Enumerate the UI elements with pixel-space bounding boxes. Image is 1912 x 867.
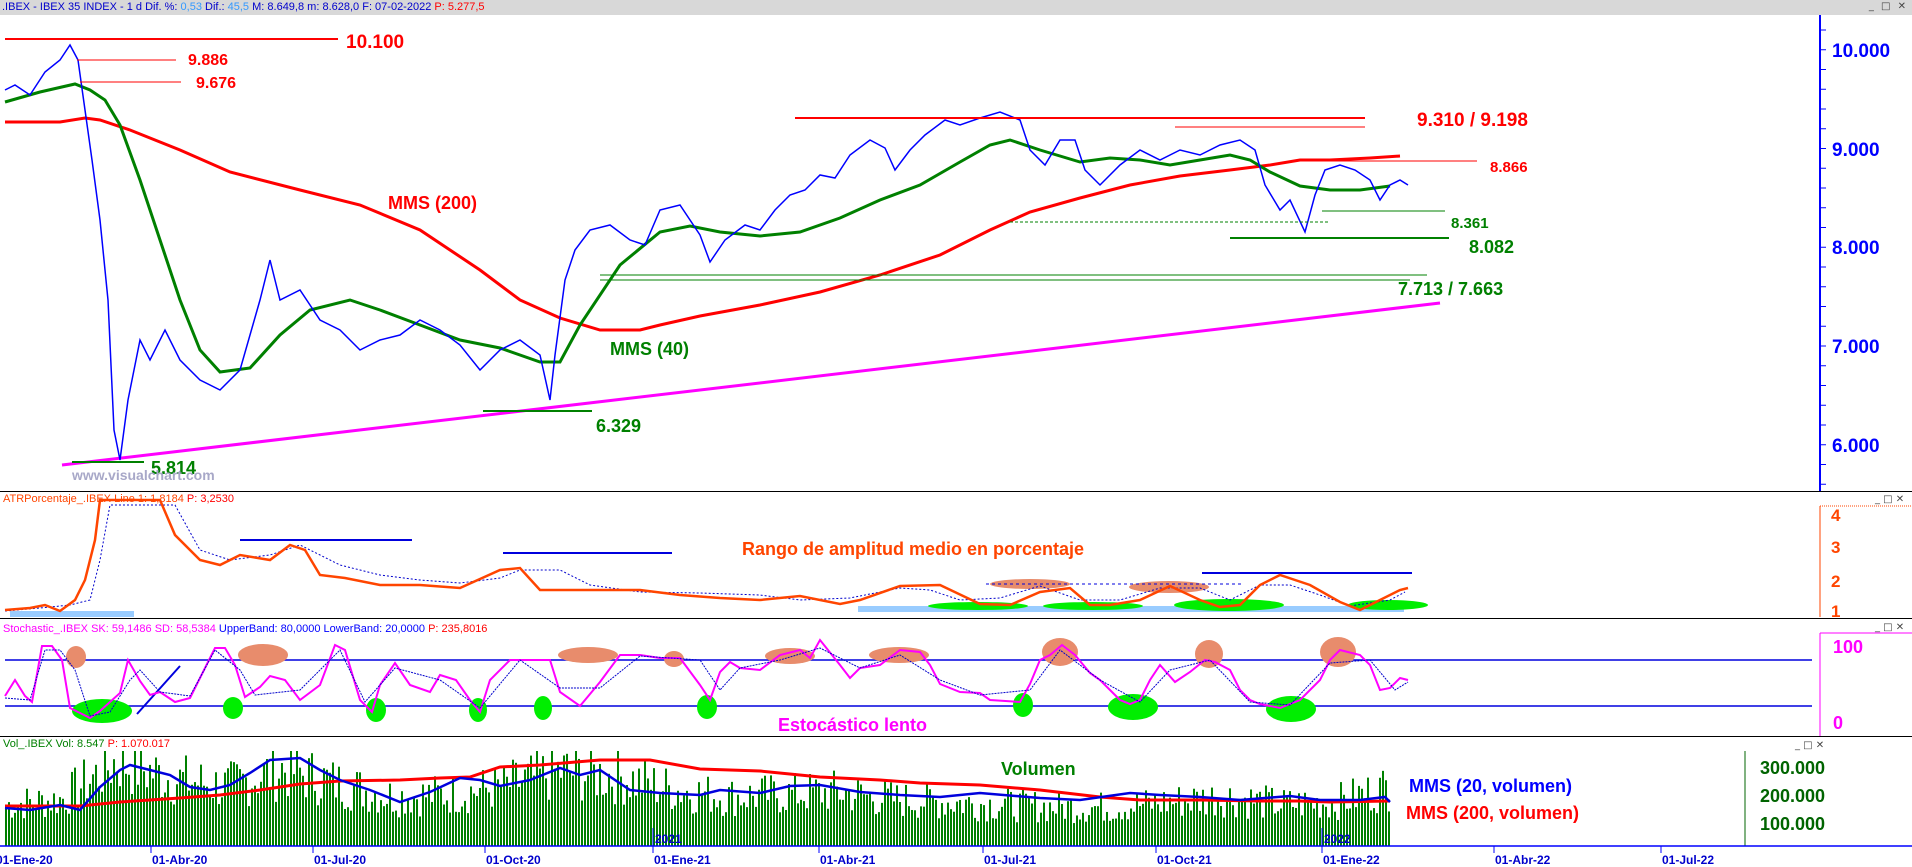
stochastic-panel: Estocástico lento Stochastic_.IBEX SK: 5… bbox=[3, 622, 1912, 736]
y-tick-label: 6.000 bbox=[1832, 436, 1880, 457]
atr-tick: 3 bbox=[1831, 538, 1840, 557]
x-tick-label: 01-Ene-20 bbox=[0, 853, 53, 867]
y-tick-label: 7.000 bbox=[1832, 337, 1880, 358]
x-tick-label: 01-Abr-21 bbox=[820, 853, 876, 867]
y-tick-label: 10.000 bbox=[1832, 41, 1890, 62]
vol-tick: 300.000 bbox=[1760, 758, 1825, 778]
vol-legend: Vol_.IBEX Vol: 8.547 P: 1.070.017 bbox=[3, 738, 170, 750]
chart-header-bar: .IBEX - IBEX 35 INDEX - 1 d Dif. %: 0,53… bbox=[0, 0, 1912, 15]
label-9676: 9.676 bbox=[196, 75, 236, 92]
atr-low-zone bbox=[10, 611, 134, 617]
ma40-line bbox=[4, 82, 1391, 374]
x-tick-label: 01-Oct-20 bbox=[486, 853, 541, 867]
atr-legend: ATRPorcentaje_.IBEX Line 1: 1,8184 P: 3,… bbox=[3, 493, 234, 505]
min-value: m: 8.628,0 bbox=[307, 1, 360, 13]
stoch-tick: 100 bbox=[1833, 637, 1863, 657]
vol-tick: 100.000 bbox=[1760, 814, 1825, 834]
panel-divider[interactable] bbox=[0, 618, 1912, 619]
x-tick-label: 01-Jul-20 bbox=[314, 853, 366, 867]
label-7713-7663: 7.713 / 7.663 bbox=[1398, 279, 1503, 299]
window-controls[interactable]: _ □ ✕ bbox=[1868, 1, 1908, 12]
vol-ma200-label: MMS (200, volumen) bbox=[1406, 803, 1579, 823]
label-8866: 8.866 bbox=[1490, 159, 1528, 176]
max-value: M: 8.649,8 bbox=[252, 1, 305, 13]
ma200-line bbox=[5, 116, 1401, 332]
atr-line[interactable] bbox=[4, 498, 1409, 613]
x-tick-label: 01-Abr-22 bbox=[1495, 853, 1551, 867]
stoch-tick: 0 bbox=[1833, 713, 1843, 733]
label-9886: 9.886 bbox=[188, 52, 228, 69]
label-mms40: MMS (40) bbox=[610, 339, 689, 359]
stoch-sd-line bbox=[4, 647, 1409, 717]
price-bars bbox=[4, 43, 1409, 461]
label-10100: 10.100 bbox=[346, 32, 404, 53]
label-mms200: MMS (200) bbox=[388, 193, 477, 213]
dif-pct-label: Dif. %: bbox=[145, 1, 178, 13]
dif-label: Dif.: bbox=[205, 1, 225, 13]
price-header-info: .IBEX - IBEX 35 INDEX - 1 d Dif. %: 0,53… bbox=[2, 1, 485, 14]
y-tick-label: 8.000 bbox=[1832, 238, 1880, 259]
vol-ma200-line bbox=[5, 758, 1391, 808]
watermark: www.visualchart.com bbox=[71, 467, 215, 483]
label-5814: 5.814 bbox=[151, 458, 196, 478]
support-trendline[interactable] bbox=[61, 301, 1441, 467]
oversold-markers bbox=[72, 693, 1316, 723]
x-tick-label: 01-Ene-21 bbox=[654, 853, 711, 867]
year-mark: 2022 bbox=[1324, 832, 1351, 846]
atr-low-zone bbox=[858, 606, 1404, 612]
vol-window-controls[interactable]: _ □ ✕ bbox=[1794, 740, 1824, 751]
x-tick-label: 01-Jul-21 bbox=[984, 853, 1036, 867]
stoch-legend: Stochastic_.IBEX SK: 59,1486 SD: 58,5384… bbox=[3, 623, 487, 635]
atr-panel: Rango de amplitud medio en porcentaje AT… bbox=[3, 493, 1912, 621]
label-6329: 6.329 bbox=[596, 416, 641, 436]
label-8082: 8.082 bbox=[1469, 237, 1514, 257]
symbol-label: .IBEX - IBEX 35 INDEX - 1 d bbox=[2, 1, 142, 13]
x-tick-label: 01-Abr-20 bbox=[152, 853, 208, 867]
price-panel: 10.000 9.000 8.000 7.000 6.000 10.100 9.… bbox=[4, 15, 1890, 491]
stoch-window-controls[interactable]: _ □ ✕ bbox=[1874, 622, 1904, 633]
p-value: P: 5.277,5 bbox=[434, 1, 485, 13]
overbought-markers bbox=[66, 637, 1356, 668]
date-value: F: 07-02-2022 bbox=[362, 1, 432, 13]
atr-tick: 4 bbox=[1831, 506, 1841, 525]
volume-caption: Volumen bbox=[1001, 759, 1076, 779]
atr-tick: 1 bbox=[1831, 602, 1840, 621]
year-mark: 2021 bbox=[655, 832, 682, 846]
atr-caption: Rango de amplitud medio en porcentaje bbox=[742, 539, 1084, 559]
panel-divider[interactable] bbox=[0, 736, 1912, 737]
vol-ma20-label: MMS (20, volumen) bbox=[1409, 776, 1572, 796]
label-8361: 8.361 bbox=[1451, 215, 1489, 232]
x-tick-label: 01-Oct-21 bbox=[1157, 853, 1212, 867]
dif-value: 45,5 bbox=[227, 1, 250, 13]
dif-pct-value: 0,53 bbox=[180, 1, 202, 13]
panel-divider[interactable] bbox=[0, 491, 1912, 492]
atr-tick: 2 bbox=[1831, 572, 1840, 591]
volume-panel: Volumen MMS (20, volumen) MMS (200, volu… bbox=[3, 738, 1825, 846]
x-tick-label: 01-Jul-22 bbox=[1662, 853, 1714, 867]
vol-tick: 200.000 bbox=[1760, 786, 1825, 806]
stoch-caption: Estocástico lento bbox=[778, 715, 927, 735]
atr-signal-line bbox=[4, 504, 1406, 612]
vol-ma20-line bbox=[4, 756, 1391, 812]
x-tick-label: 01-Ene-22 bbox=[1323, 853, 1380, 867]
label-9310-9198: 9.310 / 9.198 bbox=[1417, 110, 1528, 131]
time-axis: 01-Ene-20 01-Abr-20 01-Jul-20 01-Oct-20 … bbox=[0, 828, 1912, 867]
atr-window-controls[interactable]: _ □ ✕ bbox=[1874, 494, 1904, 505]
y-tick-label: 9.000 bbox=[1832, 140, 1880, 161]
